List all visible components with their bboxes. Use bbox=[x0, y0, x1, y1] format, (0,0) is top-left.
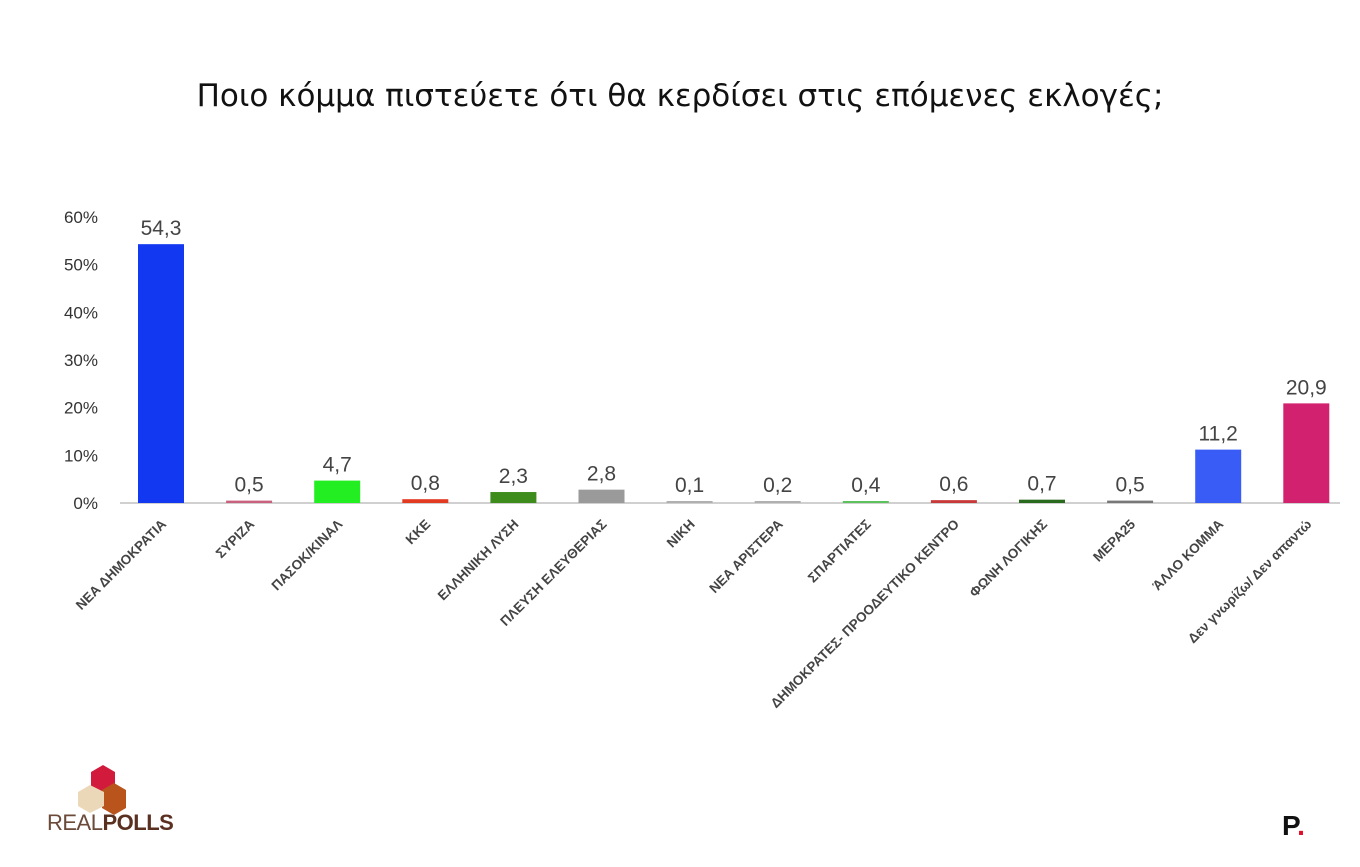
data-label: 0,5 bbox=[234, 474, 263, 497]
bar bbox=[1283, 403, 1330, 503]
bar bbox=[930, 500, 977, 503]
data-label: 2,3 bbox=[499, 465, 528, 488]
data-label: 2,8 bbox=[587, 463, 616, 486]
x-tick-label: ΣΥΡΙΖΑ bbox=[213, 516, 258, 561]
bar bbox=[1107, 500, 1154, 503]
data-label: 0,4 bbox=[851, 474, 881, 497]
realpolls-wordmark: REALPOLLS bbox=[47, 810, 174, 835]
bar bbox=[314, 480, 361, 503]
data-label: 0,1 bbox=[675, 474, 704, 497]
x-tick-label: ΝΕΑ ΑΡΙΣΤΕΡΑ bbox=[706, 516, 786, 596]
data-label: 11,2 bbox=[1199, 423, 1238, 446]
x-tick-label: ΦΩΝΗ ΛΟΓΙΚΗΣ bbox=[966, 517, 1050, 601]
data-label: 0,7 bbox=[1027, 473, 1056, 496]
bar bbox=[1195, 449, 1242, 503]
data-label: 4,7 bbox=[323, 454, 352, 477]
x-tick-label: ΝΕΑ ΔΗΜΟΚΡΑΤΙΑ bbox=[73, 516, 169, 612]
x-tick-label: ΝΙΚΗ bbox=[664, 517, 698, 551]
x-tick-label: ΆΛΛΟ ΚΟΜΜΑ bbox=[1150, 516, 1227, 593]
bar bbox=[578, 489, 625, 503]
chart-title: Ποιο κόμμα πιστεύετε ότι θα κερδίσει στι… bbox=[196, 78, 1164, 114]
realpolls-cubes-icon bbox=[78, 765, 126, 815]
y-tick-label: 30% bbox=[64, 351, 98, 370]
x-tick-label: ΕΛΛΗΝΙΚΗ ΛΥΣΗ bbox=[435, 517, 522, 604]
x-tick-label: ΜΕΡΑ25 bbox=[1090, 516, 1138, 564]
y-tick-label: 10% bbox=[64, 446, 98, 465]
bar bbox=[226, 500, 273, 503]
y-tick-label: 60% bbox=[64, 208, 98, 227]
data-label: 0,8 bbox=[411, 472, 440, 495]
y-tick-label: 40% bbox=[64, 303, 98, 322]
x-tick-label: ΚΚΕ bbox=[403, 517, 434, 548]
bar bbox=[402, 499, 449, 503]
data-label: 0,6 bbox=[939, 473, 968, 496]
data-label: 54,3 bbox=[141, 217, 182, 240]
x-tick-label: ΣΠΑΡΤΙΑΤΕΣ bbox=[805, 517, 874, 586]
bar bbox=[666, 501, 713, 503]
y-tick-label: 20% bbox=[64, 399, 98, 418]
bar bbox=[754, 501, 801, 503]
x-tick-label: ΠΑΣΟΚ/ΚΙΝΑΛ bbox=[269, 517, 346, 594]
data-label: 0,5 bbox=[1115, 474, 1144, 497]
bar bbox=[842, 501, 889, 503]
bar bbox=[1019, 499, 1065, 503]
y-tick-label: 0% bbox=[73, 494, 98, 513]
bar bbox=[138, 244, 184, 504]
data-label: 20,9 bbox=[1286, 376, 1327, 399]
publisher-logo: P. bbox=[1282, 810, 1305, 841]
data-label: 0,2 bbox=[763, 474, 792, 497]
bar bbox=[490, 492, 537, 503]
realpolls-logo bbox=[46, 760, 166, 840]
y-tick-label: 50% bbox=[64, 256, 98, 275]
x-tick-label: ΔΗΜΟΚΡΑΤΕΣ- ΠΡΟΟΔΕΥΤΙΚΟ ΚΕΝΤΡΟ bbox=[768, 517, 962, 711]
